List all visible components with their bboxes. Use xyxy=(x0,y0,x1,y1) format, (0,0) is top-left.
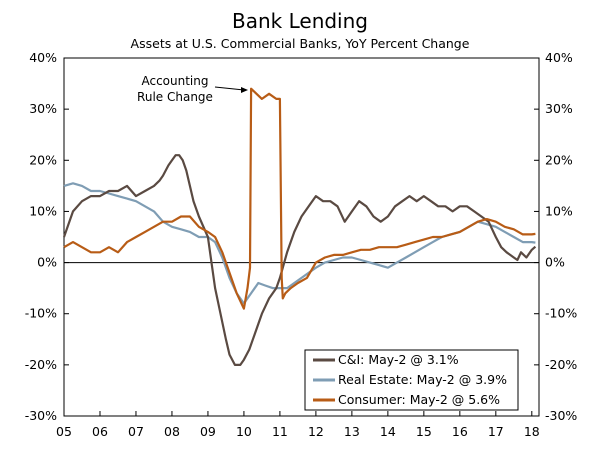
legend-box xyxy=(304,349,519,411)
legend-label-ci: C&I: May-2 @ 3.1% xyxy=(338,352,459,367)
x-tick-label: 15 xyxy=(416,424,432,439)
series-layer xyxy=(62,87,537,366)
x-tick-label: 13 xyxy=(344,424,360,439)
chart-title: Bank Lending xyxy=(232,9,368,33)
y-tick-label-left: 0% xyxy=(37,255,57,270)
legend-label-real-estate: Real Estate: May-2 @ 3.9% xyxy=(338,372,507,387)
y-tick-label-right: -30% xyxy=(545,408,577,423)
series-line-consumer xyxy=(63,87,536,310)
y-tick-label-left: -30% xyxy=(25,408,57,423)
y-tick-label-left: 40% xyxy=(29,50,57,65)
y-tick-label-right: 0% xyxy=(545,255,565,270)
series-line-ci xyxy=(62,154,537,366)
x-tick-label: 17 xyxy=(488,424,504,439)
legend-label-consumer: Consumer: May-2 @ 5.6% xyxy=(338,392,500,407)
x-tick-label: 18 xyxy=(524,424,540,439)
x-tick-label: 05 xyxy=(56,424,72,439)
y-tick-label-left: -10% xyxy=(25,306,57,321)
y-tick-label-left: 20% xyxy=(29,152,57,167)
annotation-line-1: Accounting xyxy=(141,74,208,88)
y-tick-label-left: 10% xyxy=(29,203,57,218)
annotation: Accounting Rule Change xyxy=(137,74,248,104)
y-tick-label-right: -20% xyxy=(545,357,577,372)
y-tick-label-right: 30% xyxy=(545,101,573,116)
y-axis-left: 40% 30% 20% 10% 0% -10% -20% -30% xyxy=(25,50,69,423)
x-tick-label: 14 xyxy=(380,424,396,439)
x-tick-label: 08 xyxy=(164,424,180,439)
y-tick-label-right: 20% xyxy=(545,152,573,167)
x-tick-label: 06 xyxy=(92,424,108,439)
annotation-line-2: Rule Change xyxy=(137,90,213,104)
annotation-arrowhead xyxy=(241,87,248,93)
annotation-arrow xyxy=(214,86,245,91)
x-tick-label: 07 xyxy=(128,424,144,439)
y-tick-label-right: 10% xyxy=(545,203,573,218)
y-axis-right: 40% 30% 20% 10% 0% -10% -20% -30% xyxy=(534,50,577,423)
legend: C&I: May-2 @ 3.1% Real Estate: May-2 @ 3… xyxy=(304,349,519,411)
y-tick-label-right: 40% xyxy=(545,50,573,65)
y-tick-label-left: 30% xyxy=(29,101,57,116)
x-tick-label: 11 xyxy=(272,424,288,439)
x-axis: 05 06 07 08 09 10 11 12 13 14 15 16 17 18 xyxy=(56,411,540,439)
x-tick-label: 12 xyxy=(308,424,324,439)
x-tick-label: 09 xyxy=(200,424,216,439)
x-tick-label: 16 xyxy=(452,424,468,439)
series-line-real-estate xyxy=(63,182,536,305)
y-tick-label-left: -20% xyxy=(25,357,57,372)
chart-subtitle: Assets at U.S. Commercial Banks, YoY Per… xyxy=(131,36,470,51)
plot-area-frame xyxy=(63,57,540,417)
y-tick-label-right: -10% xyxy=(545,306,577,321)
x-tick-label: 10 xyxy=(236,424,252,439)
